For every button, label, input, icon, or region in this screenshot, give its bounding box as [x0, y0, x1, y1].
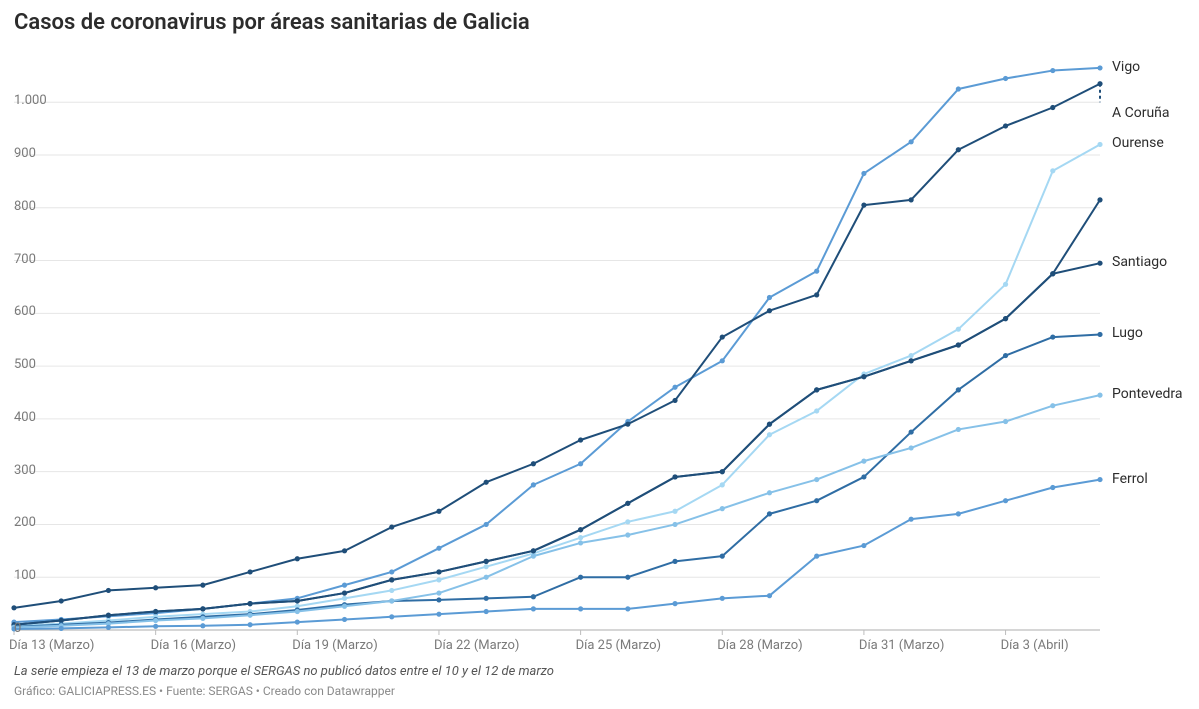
series-line: [14, 480, 1100, 629]
series-line: [14, 334, 1100, 626]
y-axis-tick: 1.000: [14, 93, 47, 108]
series-line: [14, 144, 1100, 625]
x-axis-tick: Día 13 (Marzo): [9, 638, 94, 653]
series-line: [14, 200, 1100, 625]
line-chart: [0, 0, 1199, 709]
chart-container: Casos de coronavirus por áreas sanitaria…: [0, 0, 1199, 709]
series-line: [14, 84, 1100, 608]
y-axis-tick: 100: [14, 568, 36, 583]
y-axis-tick: 400: [14, 410, 36, 425]
series-label: Ferrol: [1112, 471, 1148, 487]
series-line: [14, 68, 1100, 622]
y-axis-tick: 600: [14, 304, 36, 319]
chart-credits: Gráfico: GALICIAPRESS.ES • Fuente: SERGA…: [14, 684, 395, 698]
series-label: Pontevedra: [1112, 386, 1182, 402]
series-label: A Coruña: [1112, 105, 1170, 121]
series-line: [14, 395, 1100, 627]
chart-note: La serie empieza el 13 de marzo porque e…: [14, 664, 554, 679]
series-label: Vigo: [1112, 59, 1140, 75]
series-label: Santiago: [1112, 254, 1167, 270]
x-axis-tick: Día 25 (Marzo): [576, 638, 661, 653]
x-axis-tick: Día 16 (Marzo): [151, 638, 236, 653]
x-axis-tick: Día 3 (Abril): [1001, 638, 1069, 653]
y-axis-tick: 0: [14, 621, 21, 636]
x-axis-tick: Día 19 (Marzo): [292, 638, 377, 653]
series-label: Lugo: [1112, 325, 1143, 341]
y-axis-tick: 700: [14, 252, 36, 267]
y-axis-tick: 300: [14, 463, 36, 478]
series-line: [14, 263, 1100, 625]
y-axis-tick: 500: [14, 357, 36, 372]
y-axis-tick: 800: [14, 199, 36, 214]
series-label: Ourense: [1112, 135, 1164, 151]
y-axis-tick: 200: [14, 515, 36, 530]
x-axis-tick: Día 31 (Marzo): [859, 638, 944, 653]
x-axis-tick: Día 22 (Marzo): [434, 638, 519, 653]
y-axis-tick: 900: [14, 146, 36, 161]
x-axis-tick: Día 28 (Marzo): [717, 638, 802, 653]
